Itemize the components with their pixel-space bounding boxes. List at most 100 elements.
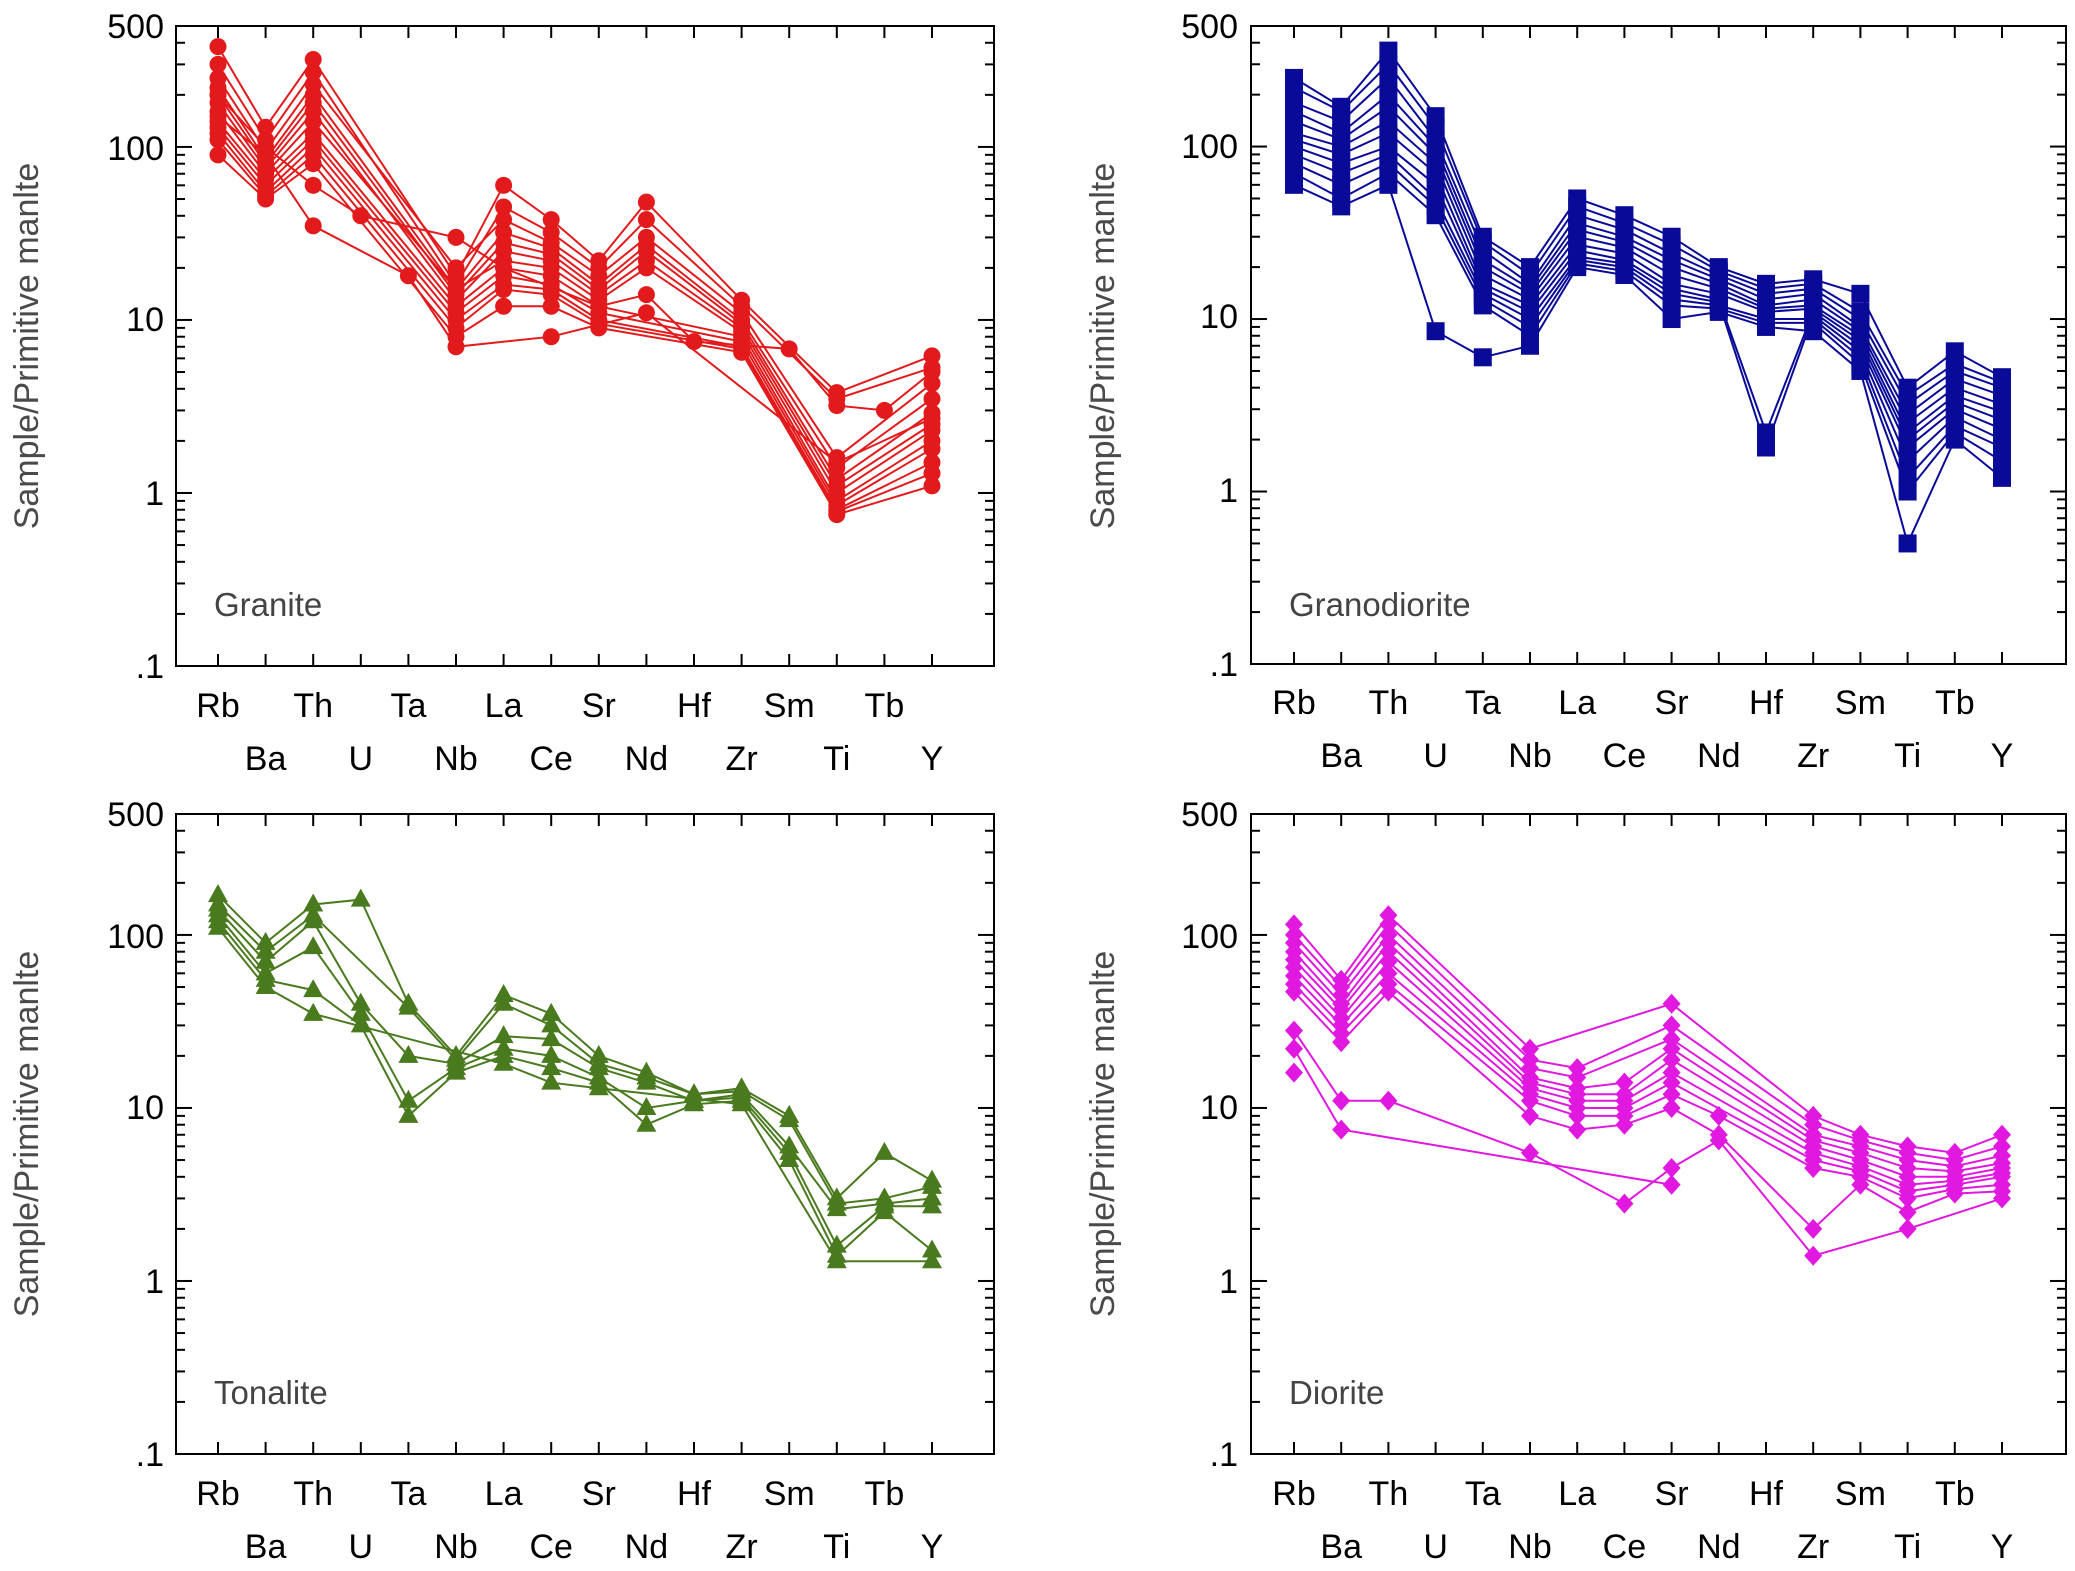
marker-s11-rb [209, 131, 227, 149]
marker-s11-y [923, 464, 941, 482]
y-axis-label: Sample/Primitive manlte [1084, 163, 1122, 530]
marker-s12-ba [257, 190, 275, 208]
marker-s10-sr [1662, 1157, 1681, 1178]
marker-s1-th [1379, 41, 1398, 60]
marker-s10-ba [1332, 175, 1351, 194]
axis-ticks [1251, 25, 2066, 665]
marker-s13-ti [828, 397, 846, 415]
marker-s2-zr [1804, 1114, 1823, 1135]
series-line-s6 [217, 927, 932, 1263]
marker-s2-sm [779, 1109, 800, 1128]
plot-frame [1250, 25, 2067, 665]
series-line-s3 [1293, 933, 2003, 1168]
marker-s5-y [922, 1239, 942, 1258]
marker-s9-ce [1615, 1114, 1634, 1135]
x-tick-label-nd: Nd [1697, 737, 1740, 775]
marker-s4-y [923, 390, 941, 408]
x-tick-label-th: Th [1369, 684, 1409, 722]
marker-s13-u [352, 207, 370, 225]
marker-s14-ba [257, 146, 275, 164]
series-line-s5 [217, 94, 933, 481]
marker-s2-rb [209, 55, 227, 73]
marker-s1-ce [541, 1002, 562, 1021]
marker-s14-y [923, 409, 941, 427]
marker-s10-ti [1898, 1218, 1917, 1239]
marker-s8-zr [1804, 1157, 1823, 1178]
x-tick-label-sm: Sm [764, 1475, 815, 1513]
marker-s13-hf [685, 333, 703, 351]
x-tick-label-tb: Tb [865, 1475, 905, 1513]
y-tick-0.1: .1 [136, 648, 164, 686]
panel-title: Granite [214, 586, 322, 623]
axis-ticks [1251, 813, 2066, 1455]
marker-s10-y [1993, 1188, 2011, 1209]
series-line-s3 [1293, 76, 2003, 406]
series-line-s1 [1293, 48, 2003, 390]
y-tick-100: 100 [1181, 128, 1238, 166]
marker-s8-sr [1662, 1084, 1681, 1105]
x-tick-label-y: Y [921, 740, 944, 778]
series-markers [208, 884, 942, 1269]
marker-s1-sr [1662, 993, 1681, 1014]
plot-frame [175, 813, 995, 1455]
marker-s10-nb [1521, 1142, 1539, 1163]
marker-s1-y [1993, 1124, 2011, 1145]
series-line-s8 [217, 121, 933, 503]
series-lines [1293, 48, 2003, 547]
marker-s12-la [495, 297, 513, 315]
marker-s11-ba [1332, 1119, 1351, 1140]
marker-s4-ce [541, 1044, 562, 1063]
marker-s12-tb [1945, 430, 1964, 449]
x-tick-label-ta: Ta [390, 687, 426, 725]
series-line-s10 [1293, 1030, 2003, 1257]
y-axis-label: Sample/Primitive manlte [8, 163, 46, 530]
x-tick-label-tb: Tb [1935, 1475, 1975, 1513]
marker-s3-th [303, 910, 324, 929]
marker-s12-zr [733, 343, 751, 361]
marker-s12-y [923, 477, 941, 495]
marker-s5-tb [874, 1201, 895, 1220]
marker-s10-y [1993, 438, 2011, 457]
y-tick-500: 500 [107, 8, 164, 46]
x-tick-label-sr: Sr [1655, 684, 1689, 722]
marker-s13-tb [875, 401, 893, 419]
panel-granite: Sample/Primitive manlte 500 100 10 1 .1 … [8, 8, 995, 778]
y-tick-10: 10 [1200, 298, 1238, 336]
axis-ticks [176, 813, 994, 1455]
y-tick-1: 1 [145, 475, 164, 513]
marker-s9-rb [1285, 981, 1303, 1002]
x-tick-label-y: Y [1991, 737, 2014, 775]
marker-s7-nd [637, 259, 655, 277]
x-tick-label-nb: Nb [434, 1528, 477, 1566]
marker-s13-nb [447, 228, 465, 246]
y-tick-100: 100 [107, 130, 164, 168]
x-tick-label-nb: Nb [434, 740, 477, 778]
marker-s14-th [304, 217, 322, 235]
marker-s11-u [1426, 206, 1445, 225]
marker-s11-y [1993, 452, 2011, 471]
marker-s10-rb [1285, 1020, 1303, 1041]
marker-s3-sr [588, 1057, 609, 1076]
marker-s13-nd [637, 286, 655, 304]
x-tick-label-sm: Sm [1835, 684, 1886, 722]
marker-s12-sr [1662, 310, 1681, 329]
marker-s1-y [923, 347, 941, 365]
series-line-s4 [1293, 941, 2003, 1173]
x-tick-label-rb: Rb [196, 687, 239, 725]
marker-s3-th [1379, 68, 1398, 87]
y-tick-10: 10 [1200, 1089, 1238, 1127]
marker-s3-ce [541, 1028, 562, 1047]
x-tick-label-nd: Nd [625, 740, 668, 778]
series-line-s11 [1293, 172, 2003, 494]
marker-s12-zr [1804, 322, 1823, 341]
x-tick-label-hf: Hf [677, 687, 712, 725]
x-tick-label-rb: Rb [196, 1475, 239, 1513]
panel-title: Granodiorite [1289, 586, 1471, 623]
marker-s10-ti [1898, 468, 1917, 487]
x-tick-label-hf: Hf [1749, 684, 1784, 722]
x-tick-label-y: Y [921, 1528, 944, 1566]
marker-s4-ti [826, 1234, 847, 1253]
